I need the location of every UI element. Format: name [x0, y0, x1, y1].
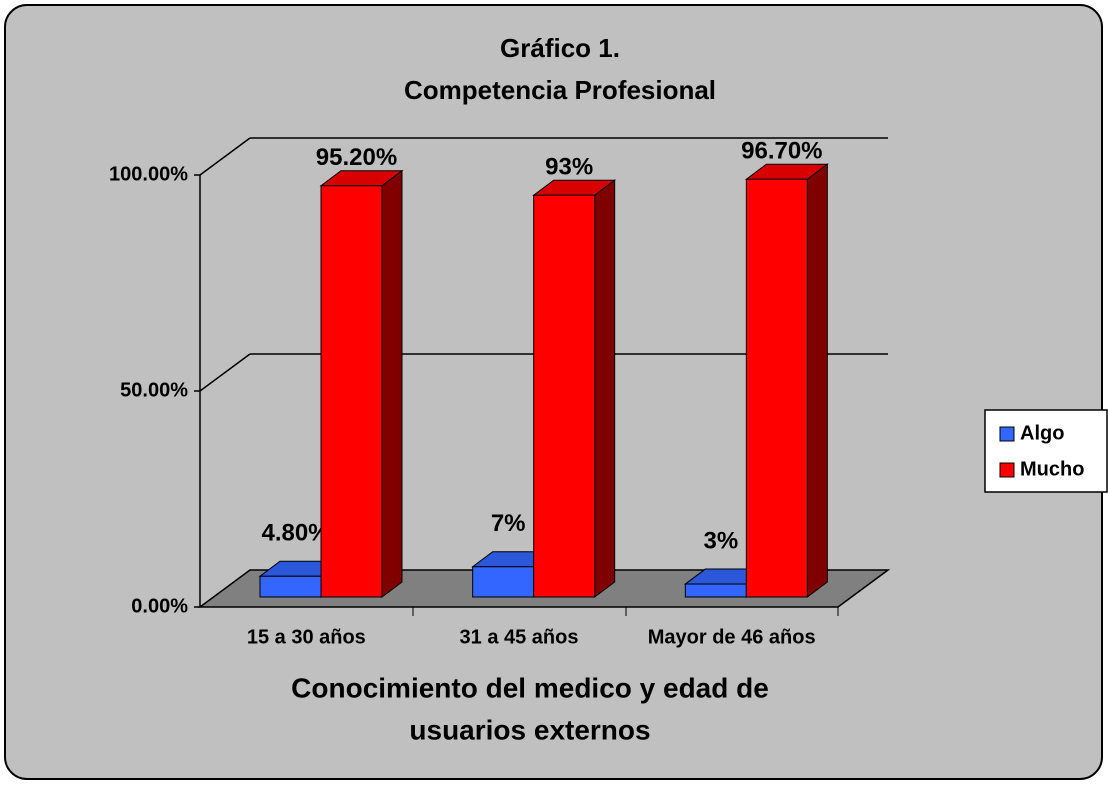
grid-line [199, 137, 251, 176]
chart-title: Gráfico 1. [500, 33, 620, 63]
x-tick-label: Mayor de 46 años [648, 626, 816, 648]
legend-swatch [999, 462, 1015, 478]
bar [744, 163, 829, 598]
bar [319, 169, 404, 598]
data-label: 7% [491, 510, 526, 537]
bar-front [472, 566, 535, 598]
x-axis-title: usuarios externos [409, 714, 650, 745]
bar-front [684, 583, 747, 598]
bar-front [259, 575, 322, 598]
bar-front [745, 178, 808, 598]
legend [984, 409, 1108, 493]
data-label: 93% [545, 154, 593, 181]
x-tick-label: 15 a 30 años [247, 626, 366, 648]
chart-title: Competencia Profesional [404, 75, 716, 105]
data-label: 95.20% [316, 144, 397, 171]
data-label: 96.70% [741, 138, 822, 165]
legend-label: Mucho [1020, 458, 1084, 480]
y-tick-label: 100.00% [109, 163, 188, 185]
x-axis-title: Conocimiento del medico y edad de [291, 672, 769, 703]
bar-side [381, 169, 403, 598]
legend-swatch [999, 426, 1015, 442]
bar-side [594, 179, 616, 598]
grid-line [199, 353, 251, 392]
bar [532, 179, 617, 598]
legend-label: Algo [1020, 422, 1064, 444]
bar-front [320, 185, 383, 598]
data-label: 3% [703, 527, 738, 554]
y-tick-label: 0.00% [131, 595, 188, 617]
y-tick-label: 50.00% [120, 379, 188, 401]
bar-front [533, 194, 596, 598]
data-label: 4.80% [261, 520, 329, 547]
bar-side [806, 163, 828, 598]
x-tick-label: 31 a 45 años [460, 626, 579, 648]
